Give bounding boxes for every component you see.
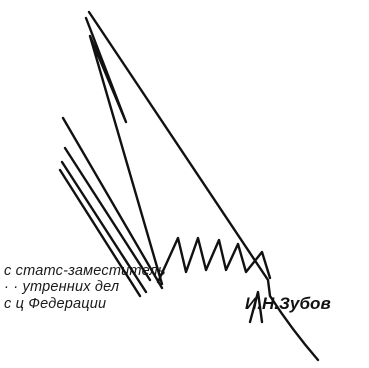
position-title-line-2: · · утренних дел: [4, 279, 120, 295]
signature-stroke-slant-a: [61, 116, 164, 290]
signature-stroke-slant-c: [60, 160, 148, 294]
signature-stroke-slant-d: [58, 168, 142, 298]
signature-stroke-tail: [248, 290, 264, 324]
signature-stroke-slant-b: [63, 146, 152, 282]
signatory-name: И.Н.Зубов: [245, 294, 331, 313]
signature-stroke-long-diagonal: [87, 10, 320, 362]
signature-stroke-zigzag: [156, 236, 272, 284]
position-title-line-3: с ц Федерации: [4, 296, 107, 312]
signature-stroke-loop-upper: [84, 16, 164, 286]
position-title-line-1: с статс-заместитель: [4, 263, 166, 279]
